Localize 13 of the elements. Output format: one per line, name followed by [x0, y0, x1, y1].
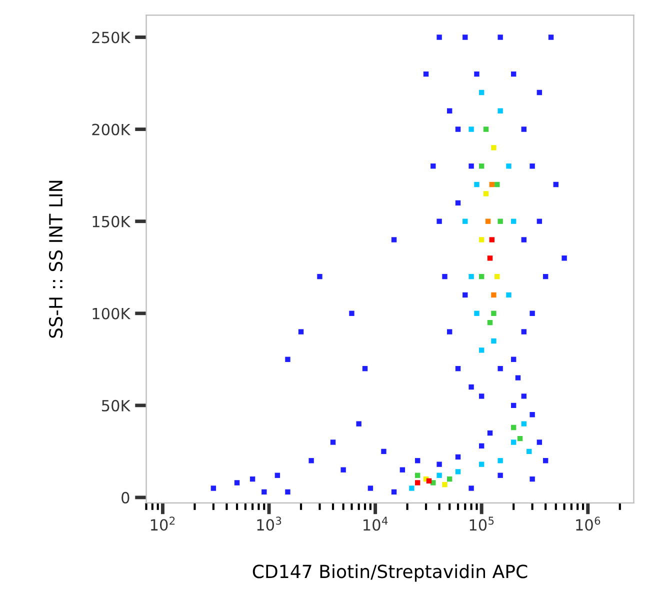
x-tick-label: 10$^{6}$ — [576, 516, 600, 531]
x-axis-title: CD147 Biotin/Streptavidin APC — [252, 564, 528, 582]
y-axis-title: SS-H :: SS INT LIN — [48, 180, 63, 338]
y-tick-label: 50K — [102, 400, 131, 412]
x-tick-label: 10$^{5}$ — [470, 516, 494, 531]
y-tick-label: 150K — [92, 216, 131, 228]
y-tick-label: 250K — [92, 32, 131, 44]
y-tick-label: 200K — [92, 124, 131, 136]
x-tick-label: 10$^{4}$ — [364, 516, 388, 531]
y-tick-label: 0 — [122, 492, 130, 504]
y-tick-label: 100K — [92, 308, 131, 320]
x-tick-label: 10$^{3}$ — [257, 516, 282, 531]
x-tick-label: 10$^{2}$ — [150, 516, 175, 531]
